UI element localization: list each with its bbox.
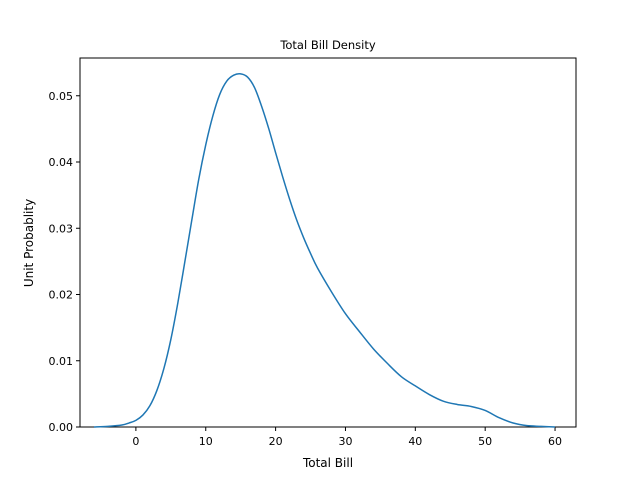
y-axis-label: Unit Probablity — [22, 199, 36, 287]
x-tick-label: 50 — [478, 435, 492, 448]
y-tick-label: 0.00 — [49, 421, 74, 434]
x-axis-label: Total Bill — [302, 456, 353, 470]
y-tick-label: 0.02 — [49, 289, 74, 302]
y-tick-label: 0.05 — [49, 90, 74, 103]
y-tick-label: 0.01 — [49, 355, 74, 368]
y-tick-label: 0.03 — [49, 222, 74, 235]
density-line — [93, 73, 556, 428]
x-axis: 0 10 20 30 40 50 60 — [132, 427, 562, 448]
x-tick-label: 30 — [338, 435, 352, 448]
plot-area — [79, 57, 577, 428]
x-tick-label: 10 — [199, 435, 213, 448]
y-tick-label: 0.04 — [49, 156, 74, 169]
x-tick-label: 60 — [548, 435, 562, 448]
x-tick-label: 20 — [269, 435, 283, 448]
x-tick-label: 0 — [132, 435, 139, 448]
x-tick-label: 40 — [408, 435, 422, 448]
y-axis: 0.00 0.01 0.02 0.03 0.04 0.05 — [49, 90, 80, 434]
chart-title: Total Bill Density — [279, 38, 376, 52]
